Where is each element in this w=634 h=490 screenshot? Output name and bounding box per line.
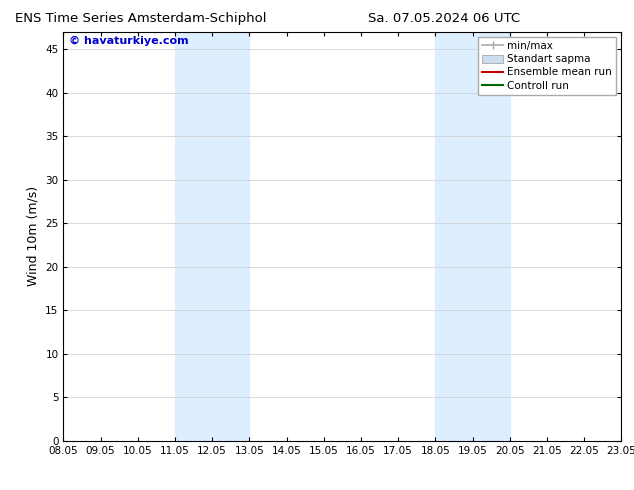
Text: © havaturkiye.com: © havaturkiye.com [69, 36, 188, 46]
Bar [175, 32, 249, 441]
Y-axis label: Wind 10m (m/s): Wind 10m (m/s) [27, 186, 40, 287]
Bar [436, 32, 510, 441]
Text: ENS Time Series Amsterdam-Schiphol: ENS Time Series Amsterdam-Schiphol [15, 12, 266, 25]
Text: Sa. 07.05.2024 06 UTC: Sa. 07.05.2024 06 UTC [368, 12, 520, 25]
Legend: min/max, Standart sapma, Ensemble mean run, Controll run: min/max, Standart sapma, Ensemble mean r… [478, 37, 616, 95]
